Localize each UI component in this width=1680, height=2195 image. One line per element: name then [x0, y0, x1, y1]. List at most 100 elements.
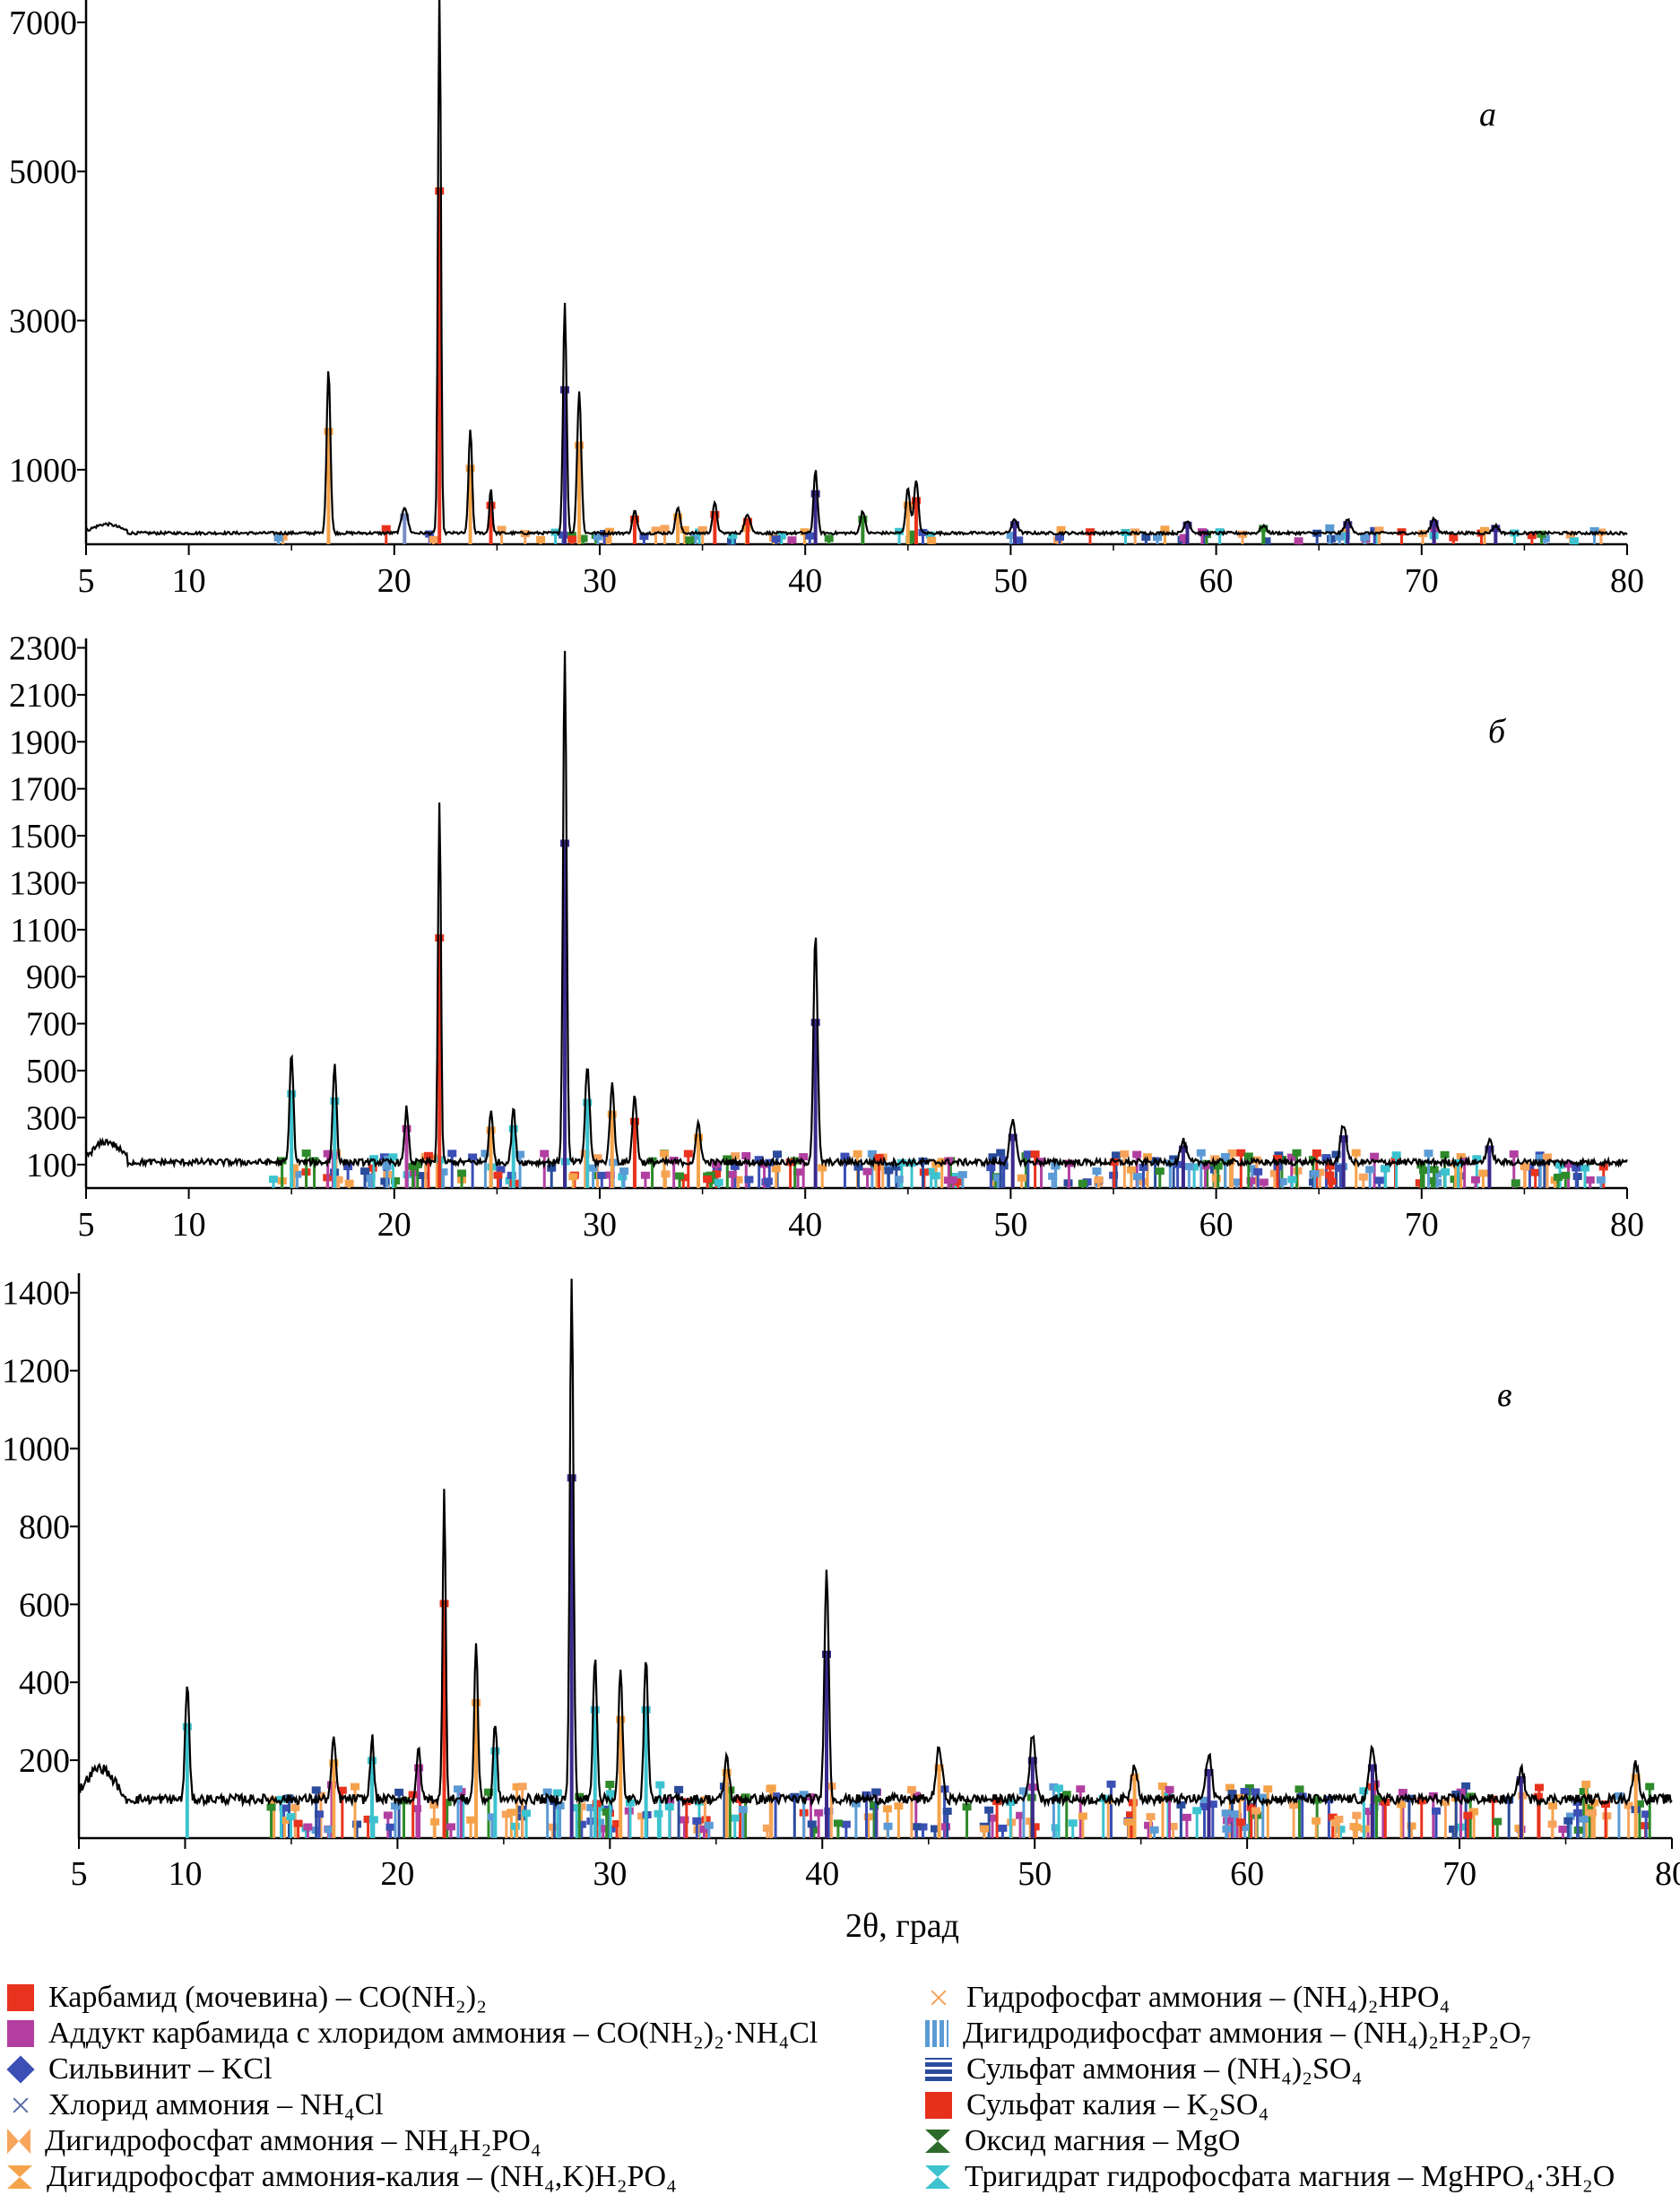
reference-marker [481, 1150, 490, 1158]
reference-marker [343, 1163, 353, 1171]
reference-marker [896, 1158, 906, 1167]
reference-marker [1173, 1160, 1182, 1168]
legend-label: Аддукт карбамида с хлоридом аммония – CO… [48, 2017, 818, 2050]
x-tick-label: 40 [788, 562, 822, 600]
reference-marker [1078, 1812, 1087, 1820]
reference-marker [765, 1158, 775, 1167]
reference-marker [1094, 1176, 1104, 1184]
y-tick-label: 900 [26, 959, 77, 996]
y-tick-label: 1000 [2, 1431, 70, 1469]
reference-marker [1269, 1169, 1279, 1177]
x-tick-label: 80 [1655, 1855, 1680, 1893]
x-tick-label: 20 [380, 1855, 414, 1893]
reference-marker [730, 1814, 740, 1822]
reference-marker [1456, 1788, 1466, 1796]
reference-marker [1397, 1800, 1407, 1809]
reference-marker [660, 525, 670, 533]
reference-marker [408, 1791, 418, 1799]
reference-marker [1472, 1155, 1482, 1163]
reference-marker [1120, 1150, 1130, 1158]
reference-marker [576, 1802, 586, 1810]
reference-marker [418, 1172, 428, 1180]
reference-marker [1641, 1810, 1651, 1818]
reference-marker [1391, 1151, 1401, 1159]
peak-marker [1631, 1774, 1641, 1782]
reference-marker [344, 1179, 354, 1187]
reference-marker [1534, 1783, 1544, 1792]
y-tick-label: 1100 [10, 912, 77, 950]
peak-marker [1178, 1145, 1188, 1153]
reference-marker [773, 1150, 783, 1158]
red-square-icon [925, 2092, 952, 2119]
reference-marker [918, 1823, 928, 1831]
reference-marker [744, 1176, 754, 1184]
reference-marker [567, 532, 576, 540]
reference-marker [1246, 1803, 1256, 1811]
reference-marker [266, 1803, 276, 1811]
reference-marker [293, 1819, 303, 1827]
reference-marker [1026, 1818, 1035, 1826]
reference-marker [390, 1802, 400, 1810]
reference-marker [884, 1167, 894, 1175]
reference-marker [1277, 1177, 1287, 1185]
reference-marker [692, 1817, 702, 1825]
peak-marker [560, 386, 570, 394]
reference-marker [290, 1803, 300, 1811]
reference-marker [578, 534, 588, 542]
reference-marker [906, 1785, 916, 1793]
reference-marker [1076, 1785, 1086, 1793]
reference-marker [1589, 526, 1599, 534]
reference-marker [1030, 1150, 1040, 1158]
reference-marker [1126, 1811, 1136, 1819]
reference-marker [1328, 1813, 1338, 1821]
reference-marker [1179, 534, 1189, 542]
peak-marker [435, 187, 445, 195]
reference-marker [1146, 1813, 1156, 1821]
reference-marker [1424, 1150, 1433, 1158]
reference-marker [1287, 1176, 1297, 1184]
reference-marker [430, 1818, 440, 1826]
reference-marker [605, 1780, 615, 1788]
x-tick-label: 80 [1610, 562, 1644, 600]
y-tick-label: 2300 [9, 629, 77, 667]
reference-marker [1312, 1149, 1321, 1157]
reference-marker [1358, 1173, 1368, 1181]
reference-marker [1051, 1162, 1061, 1170]
reference-marker [1596, 1176, 1606, 1184]
legend-item-sylvinite: Сильвинит – KCl [6, 2052, 273, 2087]
cyan-hourglass-icon [925, 2165, 950, 2189]
reference-marker [980, 1825, 990, 1833]
reference-marker [1542, 1153, 1552, 1161]
reference-marker [1601, 1800, 1611, 1809]
reference-marker [996, 1149, 1006, 1157]
reference-marker [568, 1173, 578, 1181]
reference-marker [383, 1811, 393, 1819]
reference-marker [612, 1819, 622, 1827]
reference-marker [805, 532, 815, 540]
reference-marker [863, 1813, 873, 1821]
reference-marker [337, 1786, 347, 1794]
peak-marker [641, 1705, 651, 1713]
reference-marker [1142, 1153, 1152, 1161]
peak-marker [400, 513, 410, 521]
reference-marker [1370, 526, 1380, 534]
reference-marker [1272, 1154, 1282, 1162]
reference-marker [286, 1813, 296, 1821]
reference-marker [870, 1800, 879, 1809]
orange-cross-icon [925, 1984, 952, 2011]
reference-marker [1325, 1162, 1335, 1170]
reference-marker [988, 1153, 998, 1161]
reference-marker [333, 1176, 343, 1184]
x-tick-label: 80 [1610, 1206, 1644, 1244]
reference-marker [1006, 531, 1016, 539]
reference-marker [625, 1799, 635, 1807]
peak-marker [367, 1757, 377, 1765]
reference-marker [741, 1151, 751, 1159]
reference-marker [497, 525, 507, 534]
reference-marker [1331, 1150, 1341, 1158]
reference-marker [862, 1167, 872, 1176]
xrd-panel-1: 5 10 20 30 40 50 60 70 80 1000 3000 5000 7000 а [9, 0, 1644, 600]
reference-marker [680, 1816, 689, 1824]
reference-marker [1536, 1154, 1546, 1162]
reference-marker [1243, 1152, 1253, 1160]
